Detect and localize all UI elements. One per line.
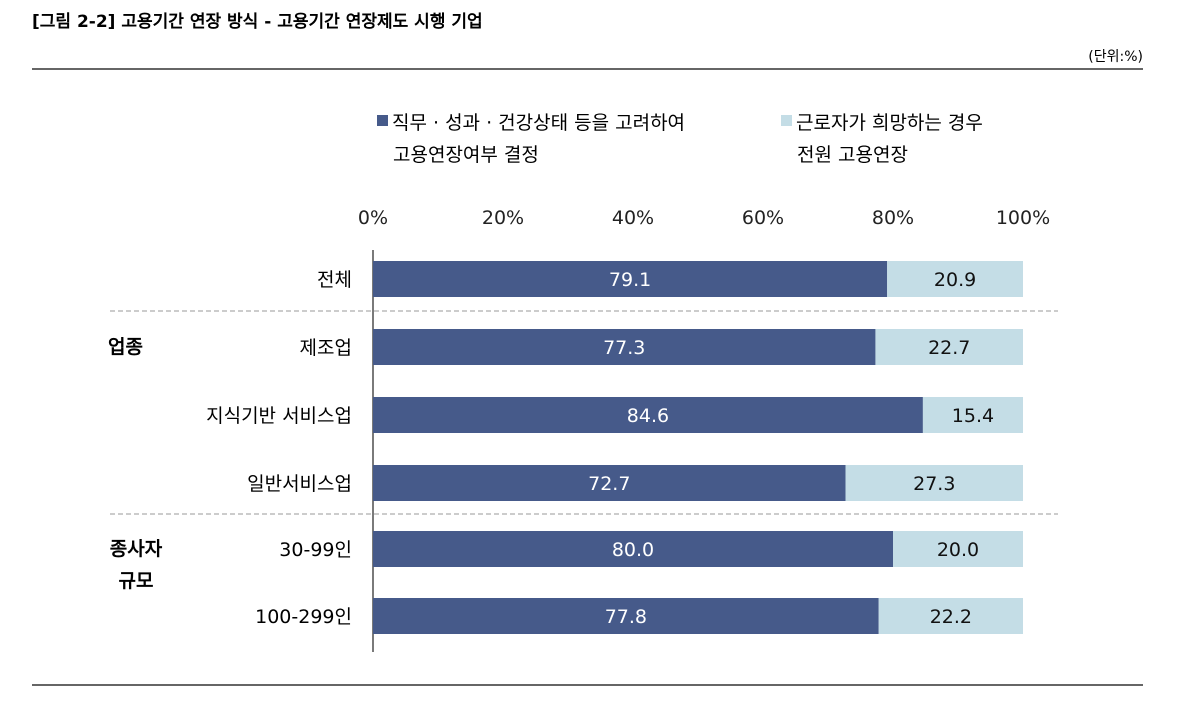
x-tick-label: 80% <box>872 207 914 229</box>
group-label: 규모 <box>119 570 154 592</box>
data-label: 72.7 <box>588 473 630 495</box>
bar-segment <box>373 261 888 297</box>
legend-swatch <box>377 115 388 126</box>
figure-title: [그림 2-2] 고용기간 연장 방식 - 고용기간 연장제도 시행 기업 <box>32 12 483 32</box>
group-label: 종사자 <box>110 538 163 560</box>
x-tick-label: 20% <box>482 207 524 229</box>
legend-label: 고용연장여부 결정 <box>393 144 539 166</box>
data-label: 22.2 <box>930 606 972 628</box>
bar-segment <box>373 329 876 365</box>
unit-label: (단위:%) <box>1088 49 1143 65</box>
data-label: 15.4 <box>952 405 994 427</box>
data-label: 80.0 <box>612 539 654 561</box>
legend-label: 직무 · 성과 · 건강상태 등을 고려하여 <box>392 112 685 134</box>
x-tick-label: 100% <box>996 207 1050 229</box>
category-label: 30-99인 <box>279 539 352 561</box>
category-label: 제조업 <box>300 337 352 359</box>
category-label: 지식기반 서비스업 <box>206 405 352 427</box>
legend-label: 근로자가 희망하는 경우 <box>796 112 983 134</box>
bar-segment <box>373 531 893 567</box>
bar-segment <box>373 598 879 634</box>
group-label: 업종 <box>108 336 143 358</box>
legend-label: 전원 고용연장 <box>797 144 908 166</box>
bar-segment <box>893 531 1023 567</box>
category-label: 일반서비스업 <box>247 473 352 495</box>
category-label: 100-299인 <box>255 606 352 628</box>
data-label: 77.3 <box>603 337 645 359</box>
bar-segment <box>373 465 846 501</box>
bar-segment <box>845 465 1023 501</box>
x-tick-label: 60% <box>742 207 784 229</box>
data-label: 20.0 <box>937 539 979 561</box>
bar-segment <box>887 261 1023 297</box>
x-axis-ticks: 0% 20% 40% 60% 80% 100% <box>358 207 1050 229</box>
x-tick-label: 0% <box>358 207 388 229</box>
bar-segment <box>373 397 923 433</box>
data-label: 79.1 <box>609 269 651 291</box>
data-label: 77.8 <box>605 606 647 628</box>
data-label: 84.6 <box>627 405 669 427</box>
bar-segment <box>875 329 1023 365</box>
data-label: 20.9 <box>934 269 976 291</box>
legend-swatch <box>781 115 792 126</box>
x-tick-label: 40% <box>612 207 654 229</box>
bar-segment <box>922 397 1023 433</box>
bars: 전체 79.1 20.9 제조업 77.3 22.7 지식기반 서비스업 84.6 15.4 일반… <box>206 261 1023 634</box>
bar-segment <box>878 598 1023 634</box>
category-label: 전체 <box>317 269 352 291</box>
data-label: 27.3 <box>913 473 955 495</box>
data-label: 22.7 <box>928 337 970 359</box>
